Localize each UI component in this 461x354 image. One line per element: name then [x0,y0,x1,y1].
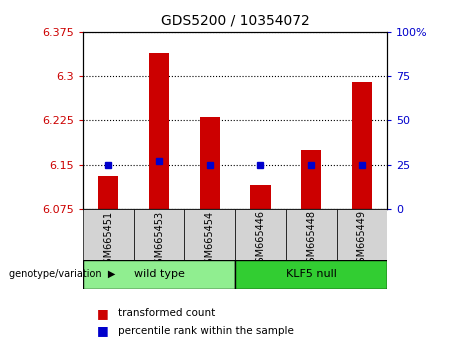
Bar [235,209,286,260]
Text: GSM665451: GSM665451 [103,210,113,269]
Text: GSM665454: GSM665454 [205,210,215,269]
Bar [83,260,235,289]
Text: KLF5 null: KLF5 null [286,269,337,279]
Bar [301,150,321,209]
Bar [184,209,235,260]
Text: percentile rank within the sample: percentile rank within the sample [118,326,294,336]
Bar [134,209,184,260]
Bar [352,82,372,209]
Text: GSM665448: GSM665448 [306,210,316,269]
Bar [250,185,271,209]
Bar [149,52,169,209]
Bar [98,176,118,209]
Bar [200,118,220,209]
Bar [83,209,134,260]
Text: GSM665453: GSM665453 [154,210,164,269]
Bar [337,209,387,260]
Text: ■: ■ [97,325,108,337]
Text: GSM665446: GSM665446 [255,210,266,269]
Text: GSM665449: GSM665449 [357,210,367,269]
Text: transformed count: transformed count [118,308,215,318]
Bar [235,260,387,289]
Text: genotype/variation  ▶: genotype/variation ▶ [9,269,116,279]
Bar [286,209,337,260]
Text: wild type: wild type [134,269,184,279]
Title: GDS5200 / 10354072: GDS5200 / 10354072 [161,14,309,28]
Text: ■: ■ [97,307,108,320]
